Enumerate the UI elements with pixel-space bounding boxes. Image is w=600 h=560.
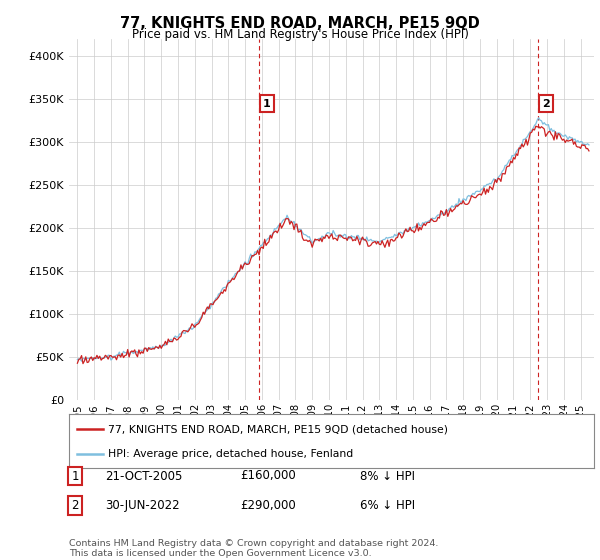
Text: 1: 1 xyxy=(263,99,271,109)
Text: 2: 2 xyxy=(542,99,550,109)
Text: Price paid vs. HM Land Registry's House Price Index (HPI): Price paid vs. HM Land Registry's House … xyxy=(131,28,469,41)
Text: HPI: Average price, detached house, Fenland: HPI: Average price, detached house, Fenl… xyxy=(109,449,353,459)
Text: £160,000: £160,000 xyxy=(240,469,296,483)
Text: 77, KNIGHTS END ROAD, MARCH, PE15 9QD: 77, KNIGHTS END ROAD, MARCH, PE15 9QD xyxy=(120,16,480,31)
Text: 77, KNIGHTS END ROAD, MARCH, PE15 9QD (detached house): 77, KNIGHTS END ROAD, MARCH, PE15 9QD (d… xyxy=(109,424,448,435)
Text: 1: 1 xyxy=(71,469,79,483)
Text: 2: 2 xyxy=(71,498,79,512)
Text: 8% ↓ HPI: 8% ↓ HPI xyxy=(360,469,415,483)
Text: 30-JUN-2022: 30-JUN-2022 xyxy=(105,498,179,512)
Text: £290,000: £290,000 xyxy=(240,498,296,512)
Text: 6% ↓ HPI: 6% ↓ HPI xyxy=(360,498,415,512)
Text: Contains HM Land Registry data © Crown copyright and database right 2024.
This d: Contains HM Land Registry data © Crown c… xyxy=(69,539,439,558)
Text: 21-OCT-2005: 21-OCT-2005 xyxy=(105,469,182,483)
